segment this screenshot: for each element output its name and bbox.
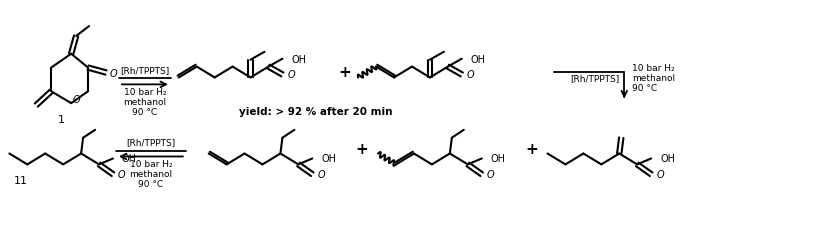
Text: [Rh/TPPTS]: [Rh/TPPTS] xyxy=(126,138,176,147)
Text: 10 bar H₂: 10 bar H₂ xyxy=(124,87,166,96)
Text: OH: OH xyxy=(291,55,307,64)
Text: OH: OH xyxy=(321,154,337,164)
Text: O: O xyxy=(487,169,494,180)
Text: 1: 1 xyxy=(58,114,65,124)
Text: 10 bar H₂: 10 bar H₂ xyxy=(129,159,172,168)
Text: O: O xyxy=(288,70,295,80)
Text: OH: OH xyxy=(491,154,506,164)
Text: 11: 11 xyxy=(15,175,28,185)
Text: methanol: methanol xyxy=(124,97,167,106)
Text: 90 °C: 90 °C xyxy=(138,179,163,188)
Text: O: O xyxy=(656,169,663,180)
Text: OH: OH xyxy=(660,154,675,164)
Text: O: O xyxy=(317,169,325,180)
Text: 90 °C: 90 °C xyxy=(133,107,158,116)
Text: 10 bar H₂: 10 bar H₂ xyxy=(633,64,675,73)
Text: OH: OH xyxy=(122,154,137,164)
Text: O: O xyxy=(72,95,80,105)
Text: 90 °C: 90 °C xyxy=(633,83,658,93)
Text: OH: OH xyxy=(471,55,486,64)
Text: O: O xyxy=(467,70,475,80)
Text: [Rh/TPPTS]: [Rh/TPPTS] xyxy=(570,74,620,83)
Text: methanol: methanol xyxy=(129,169,172,178)
Text: +: + xyxy=(356,142,368,156)
Text: methanol: methanol xyxy=(633,74,676,83)
Text: +: + xyxy=(525,142,538,156)
Text: +: + xyxy=(339,65,351,80)
Text: O: O xyxy=(109,68,117,78)
Text: [Rh/TPPTS]: [Rh/TPPTS] xyxy=(120,66,170,75)
Text: O: O xyxy=(118,169,126,180)
Text: yield: > 92 % after 20 min: yield: > 92 % after 20 min xyxy=(238,106,392,117)
